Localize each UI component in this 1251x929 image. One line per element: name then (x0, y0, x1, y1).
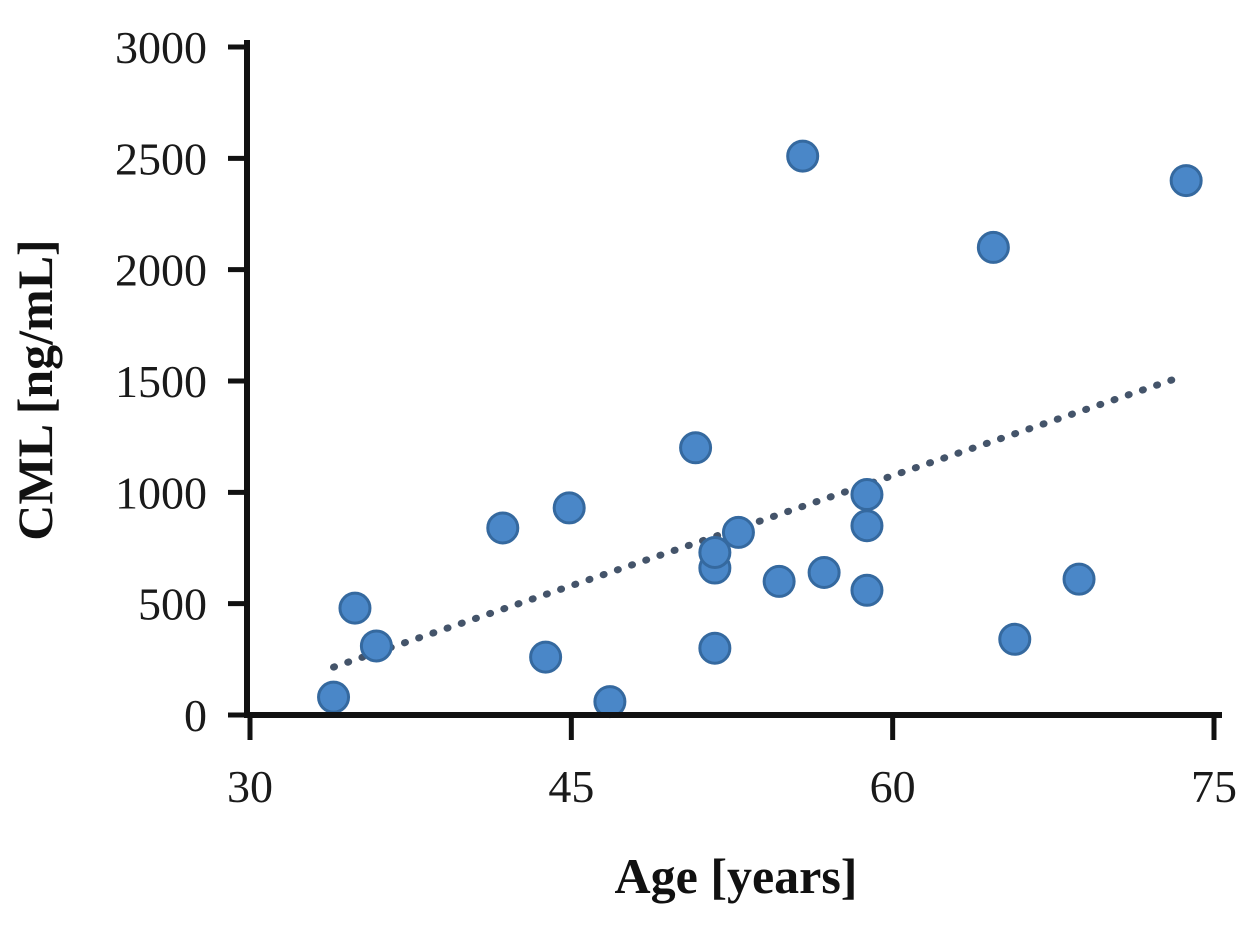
y-tick-label: 1000 (115, 467, 207, 518)
scatter-point (998, 622, 1032, 656)
scatter-point (976, 230, 1010, 264)
scatter-point (486, 511, 520, 545)
scatter-point (698, 535, 732, 569)
y-tick-label: 2500 (115, 133, 207, 184)
scatter-point (529, 640, 563, 674)
scatter-point (762, 564, 796, 598)
y-tick-label: 500 (138, 579, 207, 630)
y-tick-label: 0 (184, 690, 207, 741)
scatter-point (679, 431, 713, 465)
scatter-point (1169, 164, 1203, 198)
scatter-point (786, 139, 820, 173)
scatter-point (698, 631, 732, 665)
y-tick-label: 2000 (115, 245, 207, 296)
y-axis-title: CML [ng/mL] (7, 239, 63, 540)
x-tick-label: 30 (227, 761, 273, 812)
scatter-point (807, 555, 841, 589)
x-axis-title: Age [years] (615, 848, 858, 904)
x-tick-label: 75 (1191, 761, 1237, 812)
scatter-point (317, 680, 351, 714)
scatter-point (1062, 562, 1096, 596)
scatter-point (850, 573, 884, 607)
scatter-point (552, 491, 586, 525)
trend-line (330, 375, 1179, 671)
scatter-point (721, 515, 755, 549)
x-tick-label: 60 (870, 761, 916, 812)
scatter-point (338, 591, 372, 625)
scatter-point (359, 629, 393, 663)
y-tick-label: 1500 (115, 356, 207, 407)
scatter-point (850, 509, 884, 543)
y-tick-label: 3000 (115, 22, 207, 73)
x-tick-label: 45 (548, 761, 594, 812)
scatter-point (850, 478, 884, 512)
